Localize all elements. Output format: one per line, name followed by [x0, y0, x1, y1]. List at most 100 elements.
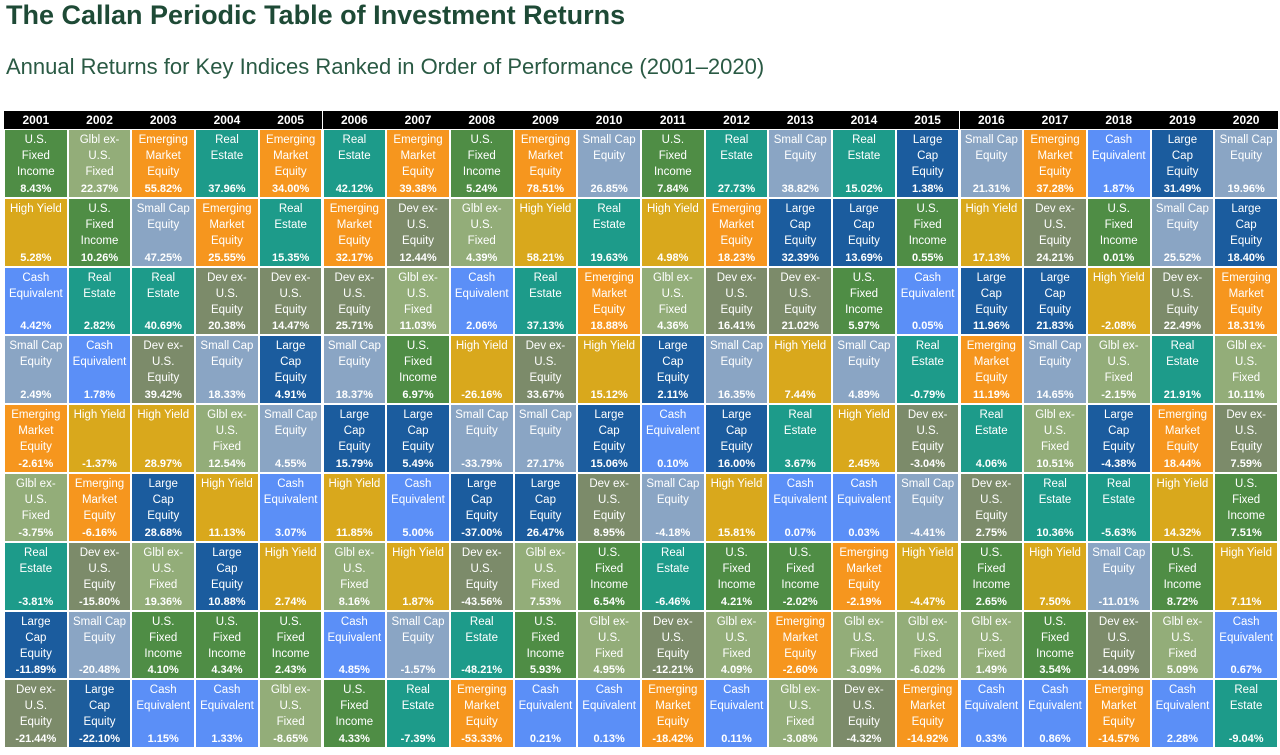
cell-2002-rank-9: Large Cap Equity -22.10% — [67, 679, 132, 749]
cell-2019-rank-1: Large Cap Equity 31.49% — [1150, 129, 1215, 198]
return-value: 20.38% — [208, 320, 246, 333]
asset-class-label: Large Cap Equity — [147, 478, 180, 522]
cell-2007-rank-3: Glbl ex- U.S. Fixed 11.03% — [386, 266, 450, 336]
year-header-2010: 2010 — [577, 111, 641, 129]
asset-class-label: Cash Equivalent — [709, 684, 764, 713]
cell-2005-rank-4: Large Cap Equity 4.91% — [258, 335, 323, 405]
asset-class-label: Dev ex- U.S. Equity — [971, 478, 1012, 522]
return-value: 2.75% — [975, 526, 1007, 539]
return-value: 2.06% — [466, 320, 498, 333]
asset-class-label: High Yield — [137, 409, 190, 422]
cell-2020-rank-2: Large Cap Equity 18.40% — [1214, 197, 1278, 267]
asset-class-label: Real Estate — [146, 271, 180, 300]
year-header-2006: 2006 — [322, 111, 387, 129]
asset-class-label: Cash Equivalent — [1155, 684, 1210, 713]
cell-2014-rank-6: Cash Equivalent 0.03% — [832, 473, 896, 542]
return-value: 47.25% — [144, 251, 182, 264]
cell-2006-rank-6: High Yield 11.85% — [322, 473, 387, 542]
asset-class-label: Real Estate — [1038, 478, 1072, 506]
asset-class-label: U.S. Fixed Income — [271, 615, 310, 660]
asset-class-label: Cash Equivalent — [645, 409, 700, 438]
asset-class-label: Small Cap Equity — [1092, 546, 1146, 575]
asset-class-label: Cash Equivalent — [1219, 615, 1273, 644]
cell-2018-rank-7: Small Cap Equity -11.01% — [1086, 541, 1151, 611]
cell-2008-rank-7: Dev ex- U.S. Equity -43.56% — [449, 541, 514, 611]
asset-class-label: U.S. Fixed Income — [845, 271, 883, 316]
return-value: 34.00% — [271, 182, 310, 195]
return-value: 24.21% — [1036, 251, 1074, 264]
asset-class-label: Small Cap Equity — [327, 340, 381, 369]
return-value: 39.38% — [399, 182, 437, 195]
return-value: -11.01% — [1098, 595, 1139, 608]
asset-class-label: Dev ex- U.S. Equity — [716, 271, 757, 316]
asset-class-label: Dev ex- U.S. Equity — [143, 340, 184, 385]
cell-2016-rank-2: High Yield 17.13% — [959, 197, 1024, 267]
asset-class-label: Glbl ex- U.S. Fixed — [334, 546, 375, 591]
return-value: -7.39% — [400, 733, 436, 746]
return-value: 1.15% — [147, 733, 179, 746]
asset-class-label: Emerging Market Equity — [138, 134, 188, 178]
return-value: -6.02% — [910, 664, 946, 677]
year-header-2011: 2011 — [641, 111, 705, 129]
cell-2005-rank-8: U.S. Fixed Income 2.43% — [258, 610, 323, 680]
cell-2009-rank-6: Large Cap Equity 26.47% — [513, 473, 578, 542]
cell-2009-rank-8: U.S. Fixed Income 5.93% — [513, 610, 578, 680]
cell-2020-rank-9: Real Estate -9.04% — [1214, 679, 1278, 749]
return-value: 0.86% — [1039, 733, 1071, 746]
cell-2011-rank-4: Large Cap Equity 2.11% — [641, 335, 705, 405]
return-value: 31.49% — [1163, 182, 1202, 195]
cell-2009-rank-2: High Yield 58.21% — [513, 197, 578, 267]
return-value: 0.10% — [657, 457, 689, 470]
asset-class-label: U.S. Fixed Income — [335, 684, 374, 729]
cell-2012-rank-1: Real Estate 27.73% — [704, 129, 769, 198]
asset-class-label: Glbl ex- U.S. Fixed — [207, 409, 247, 454]
cell-2008-rank-9: Emerging Market Equity -53.33% — [449, 679, 514, 749]
return-value: 1.38% — [912, 182, 944, 195]
cell-2016-rank-9: Cash Equivalent 0.33% — [959, 679, 1024, 749]
return-value: -18.42% — [652, 733, 694, 746]
return-value: 15.81% — [717, 526, 756, 539]
cell-2016-rank-3: Large Cap Equity 11.96% — [959, 266, 1024, 336]
cell-2007-rank-4: U.S. Fixed Income 6.97% — [386, 335, 450, 405]
asset-class-label: High Yield — [583, 340, 636, 353]
return-value: 16.00% — [717, 457, 756, 470]
return-value: 4.91% — [275, 389, 307, 402]
cell-2015-rank-9: Emerging Market Equity -14.92% — [895, 679, 960, 749]
cell-2017-rank-1: Emerging Market Equity 37.28% — [1023, 129, 1087, 198]
asset-class-label: Real Estate — [1166, 340, 1199, 369]
asset-class-label: High Yield — [1220, 546, 1273, 559]
return-value: 11.19% — [972, 389, 1010, 402]
asset-class-label: Real Estate — [338, 134, 371, 162]
cell-2012-rank-4: Small Cap Equity 16.35% — [704, 335, 769, 405]
asset-class-label: Small Cap Equity — [837, 340, 891, 369]
asset-class-label: Cash Equivalent — [964, 684, 1019, 713]
cell-2005-rank-3: Dev ex- U.S. Equity 14.47% — [258, 266, 323, 336]
return-value: 0.07% — [784, 526, 816, 539]
return-value: -33.79% — [461, 457, 503, 470]
cell-2010-rank-8: Glbl ex- U.S. Fixed 4.95% — [577, 610, 641, 680]
cell-2014-rank-7: Emerging Market Equity -2.19% — [832, 541, 896, 611]
cell-2011-rank-2: High Yield 4.98% — [641, 197, 705, 267]
cell-2012-rank-7: U.S. Fixed Income 4.21% — [704, 541, 769, 611]
cell-2012-rank-3: Dev ex- U.S. Equity 16.41% — [704, 266, 769, 336]
return-value: 37.28% — [1036, 182, 1074, 195]
asset-class-label: Emerging Market Equity — [839, 546, 889, 591]
return-value: 6.54% — [593, 595, 625, 608]
return-value: 5.93% — [529, 664, 562, 677]
asset-class-label: High Yield — [1092, 271, 1145, 284]
return-value: -2.08% — [1101, 320, 1137, 333]
asset-class-label: U.S. Fixed Income — [526, 615, 565, 660]
asset-class-label: Glbl ex- U.S. Fixed — [907, 615, 948, 660]
asset-class-label: Small Cap Equity — [455, 409, 509, 438]
return-value: 27.73% — [717, 182, 756, 195]
cell-2016-rank-8: Glbl ex- U.S. Fixed 1.49% — [959, 610, 1024, 680]
asset-class-label: U.S. Fixed Income — [1099, 202, 1138, 247]
cell-2006-rank-9: U.S. Fixed Income 4.33% — [322, 679, 387, 749]
return-value: 10.51% — [1036, 457, 1074, 470]
asset-class-label: Large Cap Equity — [338, 409, 371, 454]
cell-2015-rank-1: Large Cap Equity 1.38% — [895, 129, 960, 198]
return-value: 7.50% — [1039, 595, 1071, 608]
cell-2004-rank-6: High Yield 11.13% — [195, 473, 259, 542]
asset-class-label: Emerging Market Equity — [1157, 409, 1208, 454]
cell-2018-rank-6: Real Estate -5.63% — [1086, 473, 1151, 542]
